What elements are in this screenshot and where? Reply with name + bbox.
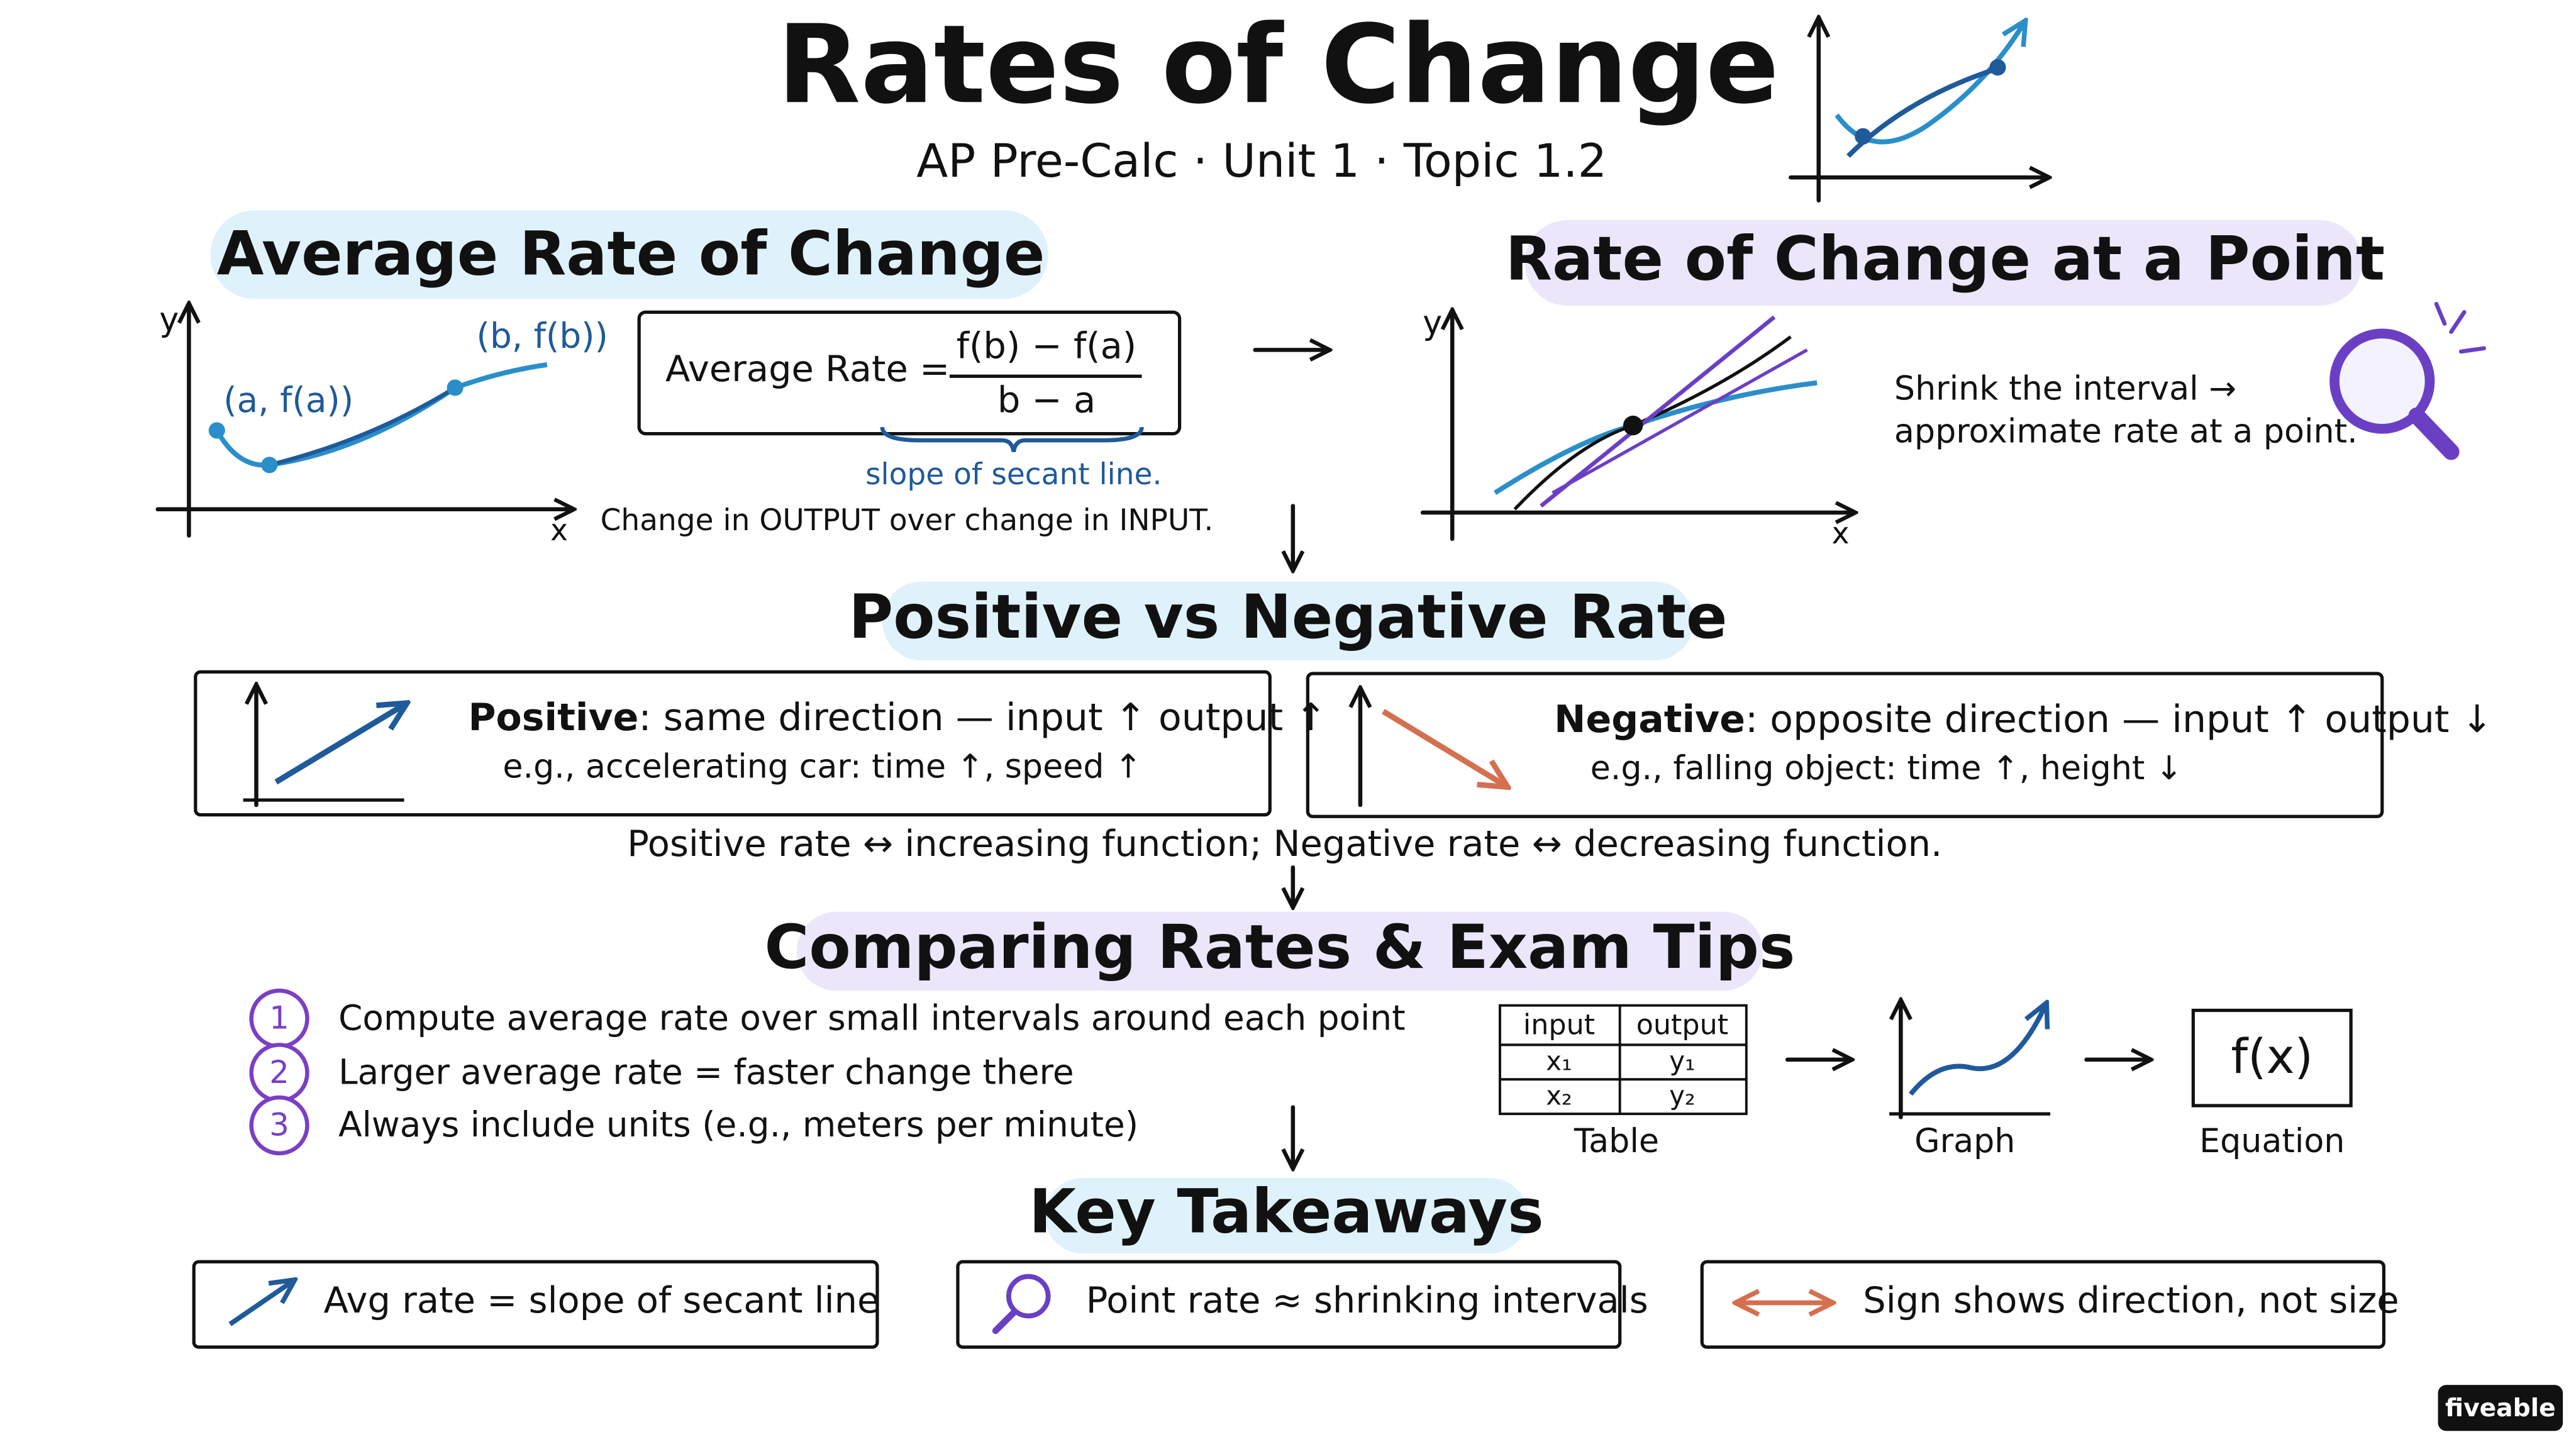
negative-arrow	[1382, 709, 1505, 786]
equation: f(x)	[2231, 1029, 2313, 1084]
section-heading: Key Takeaways	[1029, 1175, 1544, 1246]
heading-pill	[796, 911, 1763, 991]
tip-list	[249, 988, 309, 1156]
section-heading: Average Rate of Change	[217, 218, 1045, 289]
io-table	[1499, 1004, 1748, 1116]
shape	[249, 1095, 309, 1156]
heading-pill	[1045, 1177, 1528, 1254]
magnifier-icon	[2329, 301, 2486, 460]
description: : same direction — input ↑ output ↑	[638, 696, 1326, 740]
formula-box	[637, 310, 1182, 436]
table-cell: y₂	[1669, 1080, 1695, 1111]
section-heading: Rate of Change at a Point	[1506, 223, 2385, 294]
table-header: input	[1523, 1009, 1595, 1041]
brand-badge	[2438, 1385, 2563, 1431]
heading-pill	[882, 581, 1694, 661]
shape	[269, 386, 457, 467]
point-label: (b, f(b))	[477, 316, 608, 356]
positive-box	[194, 670, 1272, 817]
shape	[261, 457, 278, 474]
numerator: f(b) − f(a)	[957, 325, 1136, 367]
takeaway-box	[192, 1260, 879, 1349]
shape	[208, 422, 225, 439]
takeaway-box	[1700, 1260, 2385, 1349]
point-label: (a, f(a))	[223, 380, 353, 420]
takeaway-text: Point rate ≈ shrinking intervals	[1086, 1279, 1648, 1321]
example: e.g., falling object: time ↑, height ↓	[1591, 750, 2183, 787]
shape	[447, 379, 464, 396]
axis-label: x	[550, 513, 568, 548]
denominator: b − a	[997, 379, 1096, 421]
shape	[992, 1309, 1017, 1335]
takeaway-box	[956, 1260, 1622, 1349]
table-cell: x₁	[1546, 1046, 1572, 1077]
example: e.g., accelerating car: time ↑, speed ↑	[502, 748, 1142, 786]
shape	[1006, 1274, 1051, 1319]
table-cell: x₂	[1546, 1080, 1572, 1111]
brand: fiveable	[2445, 1394, 2556, 1423]
note-line: approximate rate at a point.	[1894, 413, 2358, 451]
shape	[214, 362, 548, 468]
shape	[1552, 348, 1808, 494]
tip-number: 2	[269, 1054, 289, 1091]
takeaway-icon	[992, 1274, 1051, 1335]
tip-text: Larger average rate = faster change ther…	[338, 1052, 1074, 1092]
avg-graph	[155, 306, 572, 538]
subtitle: AP Pre-Calc · Unit 1 · Topic 1.2	[916, 135, 1607, 188]
caption: Change in OUTPUT over change in INPUT.	[601, 503, 1214, 538]
shape	[1540, 315, 1776, 508]
graph-icon	[1889, 1002, 2051, 1119]
table-cell: y₁	[1669, 1046, 1695, 1077]
shape	[1499, 1004, 1748, 1116]
tip-number: 1	[269, 1000, 289, 1036]
axis-label: x	[1832, 516, 1850, 551]
takeaway-text: Sign shows direction, not size	[1863, 1279, 2399, 1321]
point-graph	[1420, 312, 1853, 541]
shape	[2434, 301, 2486, 354]
description: : opposite direction — input ↑ output ↓	[1745, 697, 2493, 741]
definition: Negative: opposite direction — input ↑ o…	[1554, 697, 2493, 741]
shape	[2408, 407, 2460, 460]
shape	[1623, 415, 1643, 436]
formula-label: Average Rate =	[665, 348, 950, 390]
tip-number: 3	[269, 1107, 289, 1143]
definition: Positive: same direction — input ↑ outpu…	[468, 696, 1326, 740]
takeaway-icon	[228, 1282, 292, 1326]
header-icon	[1789, 19, 2047, 203]
title: Rates of Change	[777, 1, 1779, 128]
note-line: Shrink the interval →	[1894, 370, 2236, 408]
axis-label: y	[1423, 304, 1442, 342]
representation-label: Equation	[2199, 1123, 2345, 1160]
brace-note: slope of secant line.	[865, 457, 1162, 492]
negative-box	[1306, 672, 2384, 818]
representation-label: Table	[1574, 1123, 1659, 1160]
tip-text: Always include units (e.g., meters per m…	[338, 1104, 1138, 1145]
takeaway-text: Avg rate = slope of secant line	[324, 1279, 880, 1321]
brace	[880, 426, 1144, 452]
shape	[1989, 59, 2006, 76]
term: Negative	[1554, 697, 1745, 741]
shape	[1855, 128, 1872, 145]
heading-pill	[1524, 220, 2363, 306]
table-header: output	[1636, 1009, 1728, 1041]
sign-note: Positive rate ↔ increasing function; Neg…	[627, 823, 1942, 865]
positive-arrow	[274, 705, 404, 785]
term: Positive	[468, 696, 638, 740]
shape	[1908, 1006, 2045, 1096]
heading-pill	[210, 210, 1048, 299]
representation-label: Graph	[1914, 1123, 2015, 1160]
equation-box	[2191, 1008, 2353, 1108]
section-heading: Comparing Rates & Exam Tips	[764, 911, 1795, 982]
section-heading: Positive vs Negative Rate	[848, 581, 1727, 652]
tip-text: Compute average rate over small interval…	[338, 997, 1406, 1038]
shape	[2329, 328, 2435, 434]
axis-label: y	[159, 301, 179, 339]
